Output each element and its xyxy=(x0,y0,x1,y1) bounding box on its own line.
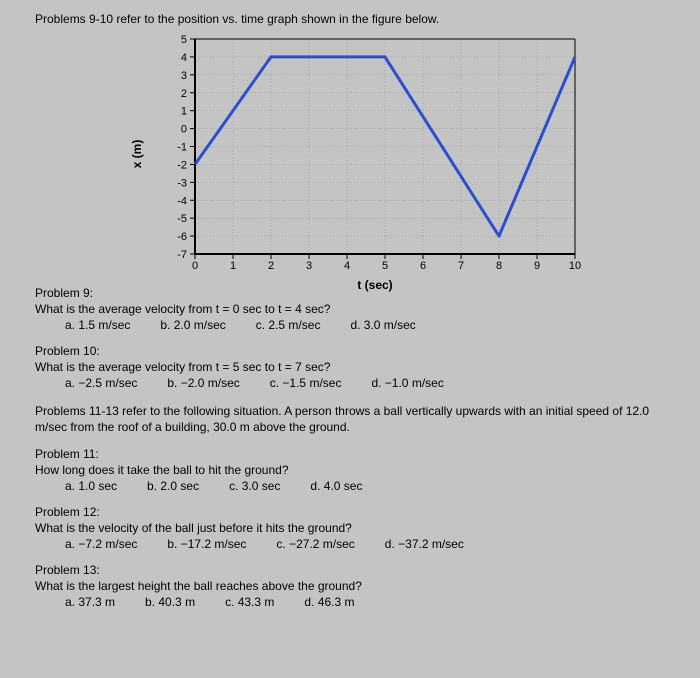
svg-text:3: 3 xyxy=(306,260,312,272)
problem-question: What is the average velocity from t = 5 … xyxy=(35,360,665,374)
svg-text:1: 1 xyxy=(230,260,236,272)
option: a. −2.5 m/sec xyxy=(65,376,137,390)
problem-question: What is the average velocity from t = 0 … xyxy=(35,302,665,316)
svg-text:4: 4 xyxy=(344,260,350,272)
svg-text:0: 0 xyxy=(181,124,187,136)
problem-options: a. 37.3 m b. 40.3 m c. 43.3 m d. 46.3 m xyxy=(35,595,665,609)
svg-text:-5: -5 xyxy=(177,213,187,225)
problem-options: a. 1.5 m/sec b. 2.0 m/sec c. 2.5 m/sec d. 3… xyxy=(35,318,665,332)
problem-block: Problem 11: How long does it take the bal… xyxy=(35,447,665,493)
svg-text:1: 1 xyxy=(181,106,187,118)
svg-text:8: 8 xyxy=(496,260,502,272)
svg-text:5: 5 xyxy=(181,34,187,46)
option: a. 1.0 sec xyxy=(65,479,117,493)
svg-text:3: 3 xyxy=(181,70,187,82)
problem-options: a. −7.2 m/sec b. −17.2 m/sec c. −27.2 m/se… xyxy=(35,537,665,551)
option: d. 4.0 sec xyxy=(310,479,362,493)
problems2-container: Problem 11: How long does it take the bal… xyxy=(35,447,665,609)
problems-container: Problem 9: What is the average velocity f… xyxy=(35,286,665,390)
chart-svg: 0 1 2 3 4 5 6 7 8 9 10 -7 -6 -5 -4 -3 -2 -1 0 1 2 3 4 5 xyxy=(165,34,585,274)
option: d. 3.0 m/sec xyxy=(350,318,415,332)
svg-text:-6: -6 xyxy=(177,231,187,243)
svg-text:-7: -7 xyxy=(177,249,187,261)
svg-text:5: 5 xyxy=(382,260,388,272)
option: c. 43.3 m xyxy=(225,595,274,609)
option: a. −7.2 m/sec xyxy=(65,537,137,551)
svg-text:4: 4 xyxy=(181,52,187,64)
svg-text:2: 2 xyxy=(268,260,274,272)
problem-block: Problem 12: What is the velocity of the b… xyxy=(35,505,665,551)
svg-text:0: 0 xyxy=(192,260,198,272)
option: c. 2.5 m/sec xyxy=(256,318,321,332)
svg-text:6: 6 xyxy=(420,260,426,272)
svg-text:7: 7 xyxy=(458,260,464,272)
svg-text:-3: -3 xyxy=(177,177,187,189)
problem-question: What is the velocity of the ball just be… xyxy=(35,521,665,535)
problem-block: Problem 10: What is the average velocity … xyxy=(35,344,665,390)
option: b. 2.0 m/sec xyxy=(160,318,225,332)
option: b. −2.0 m/sec xyxy=(167,376,239,390)
option: d. −1.0 m/sec xyxy=(371,376,443,390)
problem-block: Problem 9: What is the average velocity f… xyxy=(35,286,665,332)
position-time-chart: 012345678910-7-6-5-4-3-2-1012345 x (m) t… xyxy=(165,34,585,274)
option: a. 1.5 m/sec xyxy=(65,318,130,332)
svg-text:10: 10 xyxy=(569,260,581,272)
x-axis-label: t (sec) xyxy=(357,278,392,292)
option: c. −1.5 m/sec xyxy=(270,376,342,390)
option: d. 46.3 m xyxy=(304,595,354,609)
option: c. −27.2 m/sec xyxy=(276,537,354,551)
option: b. −17.2 m/sec xyxy=(167,537,246,551)
problem-block: Problem 13: What is the largest height th… xyxy=(35,563,665,609)
svg-text:2: 2 xyxy=(181,88,187,100)
svg-text:-2: -2 xyxy=(177,159,187,171)
context-text: Problems 11-13 refer to the following si… xyxy=(35,404,665,435)
option: d. −37.2 m/sec xyxy=(385,537,464,551)
option: b. 40.3 m xyxy=(145,595,195,609)
svg-text:-4: -4 xyxy=(177,195,187,207)
svg-text:-1: -1 xyxy=(177,142,187,154)
problem-title: Problem 12: xyxy=(35,505,665,519)
problem-title: Problem 11: xyxy=(35,447,665,461)
instruction-text: Problems 9-10 refer to the position vs. … xyxy=(35,12,665,26)
option: a. 37.3 m xyxy=(65,595,115,609)
problem-title: Problem 9: xyxy=(35,286,665,300)
option: c. 3.0 sec xyxy=(229,479,280,493)
option: b. 2.0 sec xyxy=(147,479,199,493)
problem-options: a. 1.0 sec b. 2.0 sec c. 3.0 sec d. 4.0 sec xyxy=(35,479,665,493)
problem-question: What is the largest height the ball reac… xyxy=(35,579,665,593)
problem-options: a. −2.5 m/sec b. −2.0 m/sec c. −1.5 m/sec d… xyxy=(35,376,665,390)
svg-text:9: 9 xyxy=(534,260,540,272)
problem-question: How long does it take the ball to hit th… xyxy=(35,463,665,477)
problem-title: Problem 10: xyxy=(35,344,665,358)
problem-title: Problem 13: xyxy=(35,563,665,577)
y-axis-label: x (m) xyxy=(130,140,144,169)
